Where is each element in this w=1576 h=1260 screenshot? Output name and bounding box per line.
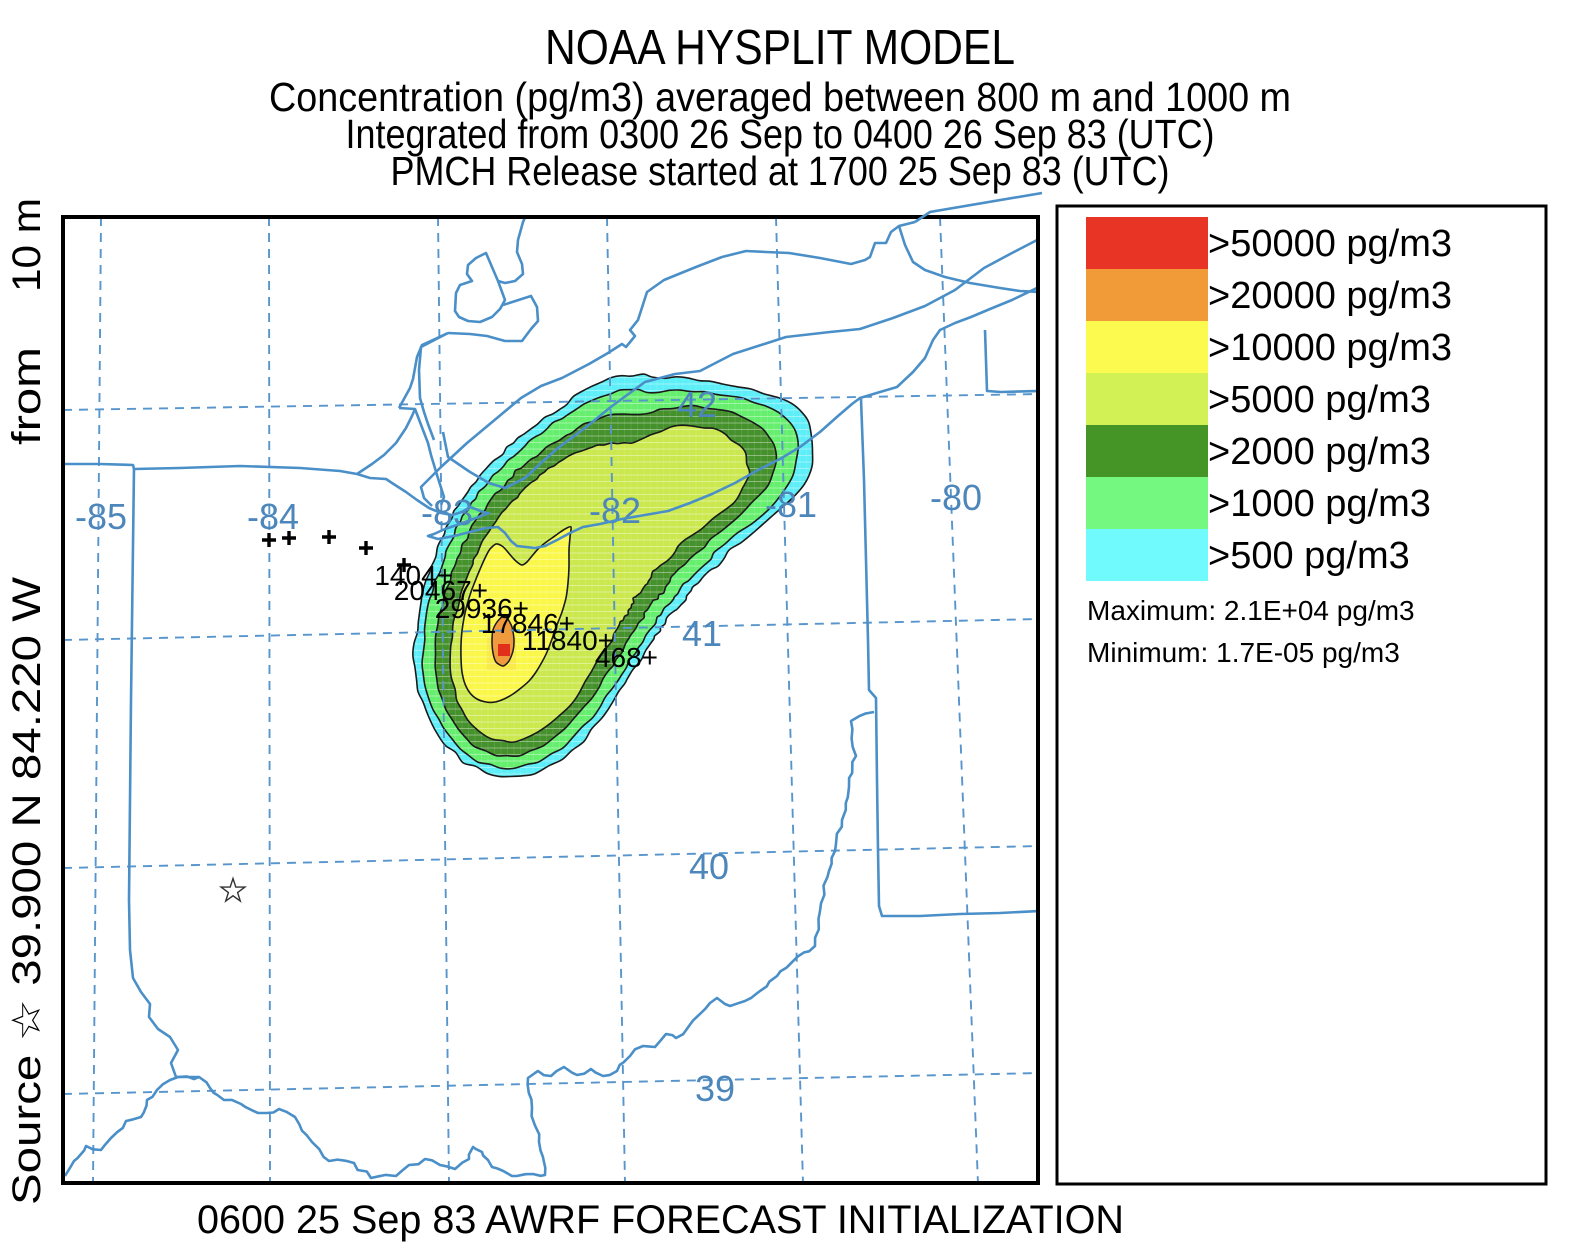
svg-text:>10000 pg/m3: >10000 pg/m3 (1208, 327, 1452, 369)
svg-text:1404+: 1404+ (374, 560, 453, 591)
svg-text:from: from (5, 347, 49, 445)
svg-text:39: 39 (695, 1068, 735, 1109)
svg-text:>20000 pg/m3: >20000 pg/m3 (1208, 275, 1452, 317)
svg-text:40: 40 (689, 846, 729, 887)
svg-text:>2000 pg/m3: >2000 pg/m3 (1208, 431, 1431, 473)
svg-text:>50000 pg/m3: >50000 pg/m3 (1208, 223, 1452, 265)
svg-text:NOAA HYSPLIT MODEL: NOAA HYSPLIT MODEL (545, 21, 1015, 75)
svg-text:11840+: 11840+ (522, 625, 614, 656)
svg-text:Minimum: 1.7E-05 pg/m3: Minimum: 1.7E-05 pg/m3 (1087, 637, 1400, 668)
svg-text:17846+: 17846+ (481, 608, 575, 639)
svg-text:>5000 pg/m3: >5000 pg/m3 (1208, 379, 1431, 421)
svg-text:Maximum: 2.1E+04 pg/m3: Maximum: 2.1E+04 pg/m3 (1087, 595, 1415, 626)
svg-text:Concentration (pg/m3) average: Concentration (pg/m3) averaged between 8… (269, 74, 1291, 120)
svg-text:-85: -85 (75, 496, 127, 537)
svg-text:468+: 468+ (595, 642, 658, 673)
svg-text:-84: -84 (247, 496, 299, 537)
svg-text:Integrated from 0300 26 Sep to: Integrated from 0300 26 Sep to 0400 26 S… (346, 111, 1215, 157)
svg-text:>1000 pg/m3: >1000 pg/m3 (1208, 483, 1431, 525)
svg-text:20467+: 20467+ (394, 575, 488, 606)
svg-text:10 m: 10 m (5, 198, 49, 292)
svg-text:29936+: 29936+ (435, 593, 529, 624)
svg-text:41: 41 (682, 613, 722, 654)
svg-text:-83: -83 (421, 492, 473, 533)
svg-text:Source ☆ 39.900 N 84.220 W: Source ☆ 39.900 N 84.220 W (5, 577, 49, 1205)
svg-text:PMCH Release started at 1700 2: PMCH Release started at 1700 25 Sep 83 (… (391, 148, 1170, 194)
svg-text:0600 25 Sep 83 AWRF FORECAST I: 0600 25 Sep 83 AWRF FORECAST INITIALIZAT… (197, 1198, 1124, 1242)
svg-text:42: 42 (677, 384, 717, 425)
svg-text:-81: -81 (765, 484, 817, 525)
svg-text:>500 pg/m3: >500 pg/m3 (1208, 535, 1410, 577)
svg-text:-80: -80 (930, 477, 982, 518)
